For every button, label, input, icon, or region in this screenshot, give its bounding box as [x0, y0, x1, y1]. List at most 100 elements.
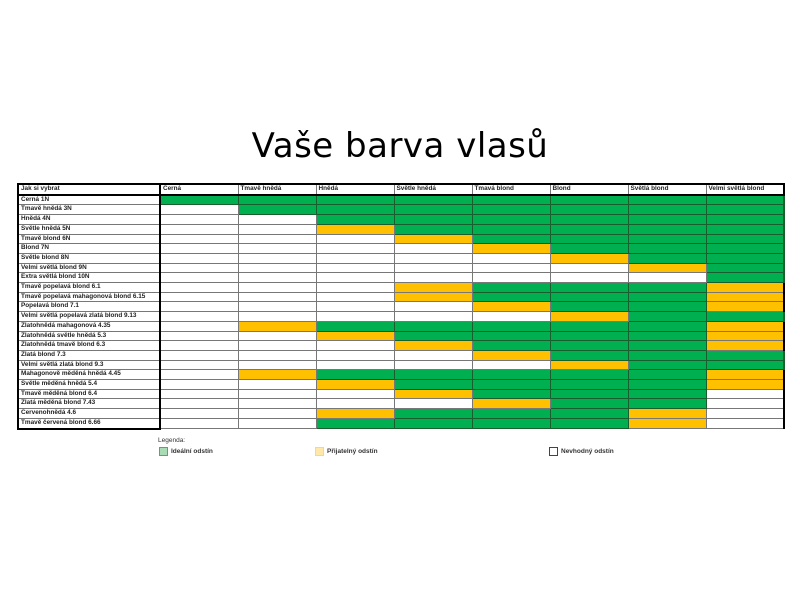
cell-acceptable	[705, 291, 785, 303]
cell-unsuitable	[393, 359, 473, 371]
cell-ideal	[393, 223, 473, 235]
table-row: Mahagonově měděná hnědá 4.45	[17, 369, 785, 381]
cell-unsuitable	[159, 340, 239, 351]
cell-unsuitable	[705, 398, 785, 410]
column-header: Blond	[549, 183, 629, 196]
legend-acceptable-label: Přijatelný odstín	[327, 448, 378, 456]
cell-ideal	[549, 301, 629, 313]
cell-ideal	[393, 369, 473, 381]
row-label: Světle měděná hnědá 5.4	[17, 379, 161, 390]
cell-ideal	[471, 194, 551, 206]
cell-ideal	[393, 330, 473, 342]
cell-acceptable	[315, 330, 395, 342]
cell-unsuitable	[159, 243, 239, 254]
cell-ideal	[627, 330, 707, 342]
cell-ideal	[549, 340, 629, 351]
cell-unsuitable	[237, 417, 317, 430]
cell-acceptable	[705, 340, 785, 351]
cell-ideal	[159, 194, 239, 206]
row-label: Tmavě popelavá mahagonová blond 6.15	[17, 291, 161, 303]
cell-ideal	[393, 204, 473, 216]
cell-unsuitable	[237, 214, 317, 225]
cell-ideal	[705, 311, 785, 322]
ideal-swatch	[159, 447, 168, 456]
cell-unsuitable	[159, 252, 239, 264]
cell-ideal	[705, 233, 785, 245]
cell-ideal	[393, 408, 473, 419]
cell-acceptable	[393, 233, 473, 245]
legend-acceptable: Přijatelný odstín	[315, 447, 378, 456]
row-label: Hnědá 4N	[17, 214, 161, 225]
cell-ideal	[627, 252, 707, 264]
row-label: Mahagonově měděná hnědá 4.45	[17, 369, 161, 381]
cell-unsuitable	[159, 369, 239, 381]
cell-unsuitable	[237, 340, 317, 351]
acceptable-swatch	[315, 447, 324, 456]
cell-acceptable	[627, 417, 707, 430]
cell-unsuitable	[159, 388, 239, 400]
cell-ideal	[705, 272, 785, 284]
cell-unsuitable	[237, 223, 317, 235]
table-row: Zlatohnědá tmavě blond 6.3	[17, 340, 785, 351]
cell-ideal	[471, 388, 551, 400]
cell-unsuitable	[237, 272, 317, 284]
cell-ideal	[471, 340, 551, 351]
cell-ideal	[549, 369, 629, 381]
row-label: Tmavě červená blond 6.66	[17, 417, 161, 430]
cell-acceptable	[471, 301, 551, 313]
cell-ideal	[471, 379, 551, 390]
cell-ideal	[627, 233, 707, 245]
cell-acceptable	[705, 301, 785, 313]
table-row: Popelavá blond 7.1	[17, 301, 785, 313]
cell-ideal	[549, 330, 629, 342]
cell-unsuitable	[315, 388, 395, 400]
cell-unsuitable	[471, 359, 551, 371]
cell-unsuitable	[159, 214, 239, 225]
cell-ideal	[549, 388, 629, 400]
cell-ideal	[471, 282, 551, 293]
cell-unsuitable	[237, 233, 317, 245]
cell-unsuitable	[159, 311, 239, 322]
cell-acceptable	[705, 330, 785, 342]
cell-ideal	[627, 340, 707, 351]
cell-ideal	[705, 262, 785, 274]
cell-unsuitable	[237, 311, 317, 322]
cell-unsuitable	[159, 417, 239, 430]
row-label: Velmi světlá blond 9N	[17, 262, 161, 274]
cell-acceptable	[549, 252, 629, 264]
table-row: Světle hnědá 5N	[17, 223, 785, 235]
cell-ideal	[237, 194, 317, 206]
cell-unsuitable	[315, 262, 395, 274]
row-label: Zlatohnědá tmavě blond 6.3	[17, 340, 161, 351]
table-row: Tmavě hnědá 3N	[17, 204, 785, 216]
cell-unsuitable	[159, 398, 239, 410]
cell-unsuitable	[471, 311, 551, 322]
cell-unsuitable	[159, 223, 239, 235]
cell-ideal	[549, 417, 629, 430]
cell-acceptable	[237, 320, 317, 332]
cell-ideal	[627, 243, 707, 254]
cell-unsuitable	[159, 320, 239, 332]
cell-unsuitable	[549, 262, 629, 274]
cell-unsuitable	[159, 233, 239, 245]
cell-acceptable	[471, 349, 551, 361]
cell-unsuitable	[471, 272, 551, 284]
cell-unsuitable	[393, 272, 473, 284]
cell-unsuitable	[393, 262, 473, 274]
row-label: Extra světlá blond 10N	[17, 272, 161, 284]
table-row: Černá 1N	[17, 194, 785, 206]
cell-ideal	[627, 282, 707, 293]
row-label: Zlatá měděná blond 7.43	[17, 398, 161, 410]
hair-color-table: Jak si vybrat Černá Tmavě hnědá Hnědá Světl…	[17, 183, 785, 430]
cell-acceptable	[393, 291, 473, 303]
row-label: Zlatohnědá mahagonová 4.35	[17, 320, 161, 332]
cell-unsuitable	[393, 301, 473, 313]
cell-unsuitable	[159, 272, 239, 284]
cell-ideal	[471, 369, 551, 381]
cell-unsuitable	[315, 252, 395, 264]
cell-unsuitable	[237, 243, 317, 254]
cell-unsuitable	[627, 272, 707, 284]
cell-unsuitable	[315, 311, 395, 322]
cell-ideal	[237, 204, 317, 216]
table-row: Tmavě červená blond 6.66	[17, 417, 785, 430]
